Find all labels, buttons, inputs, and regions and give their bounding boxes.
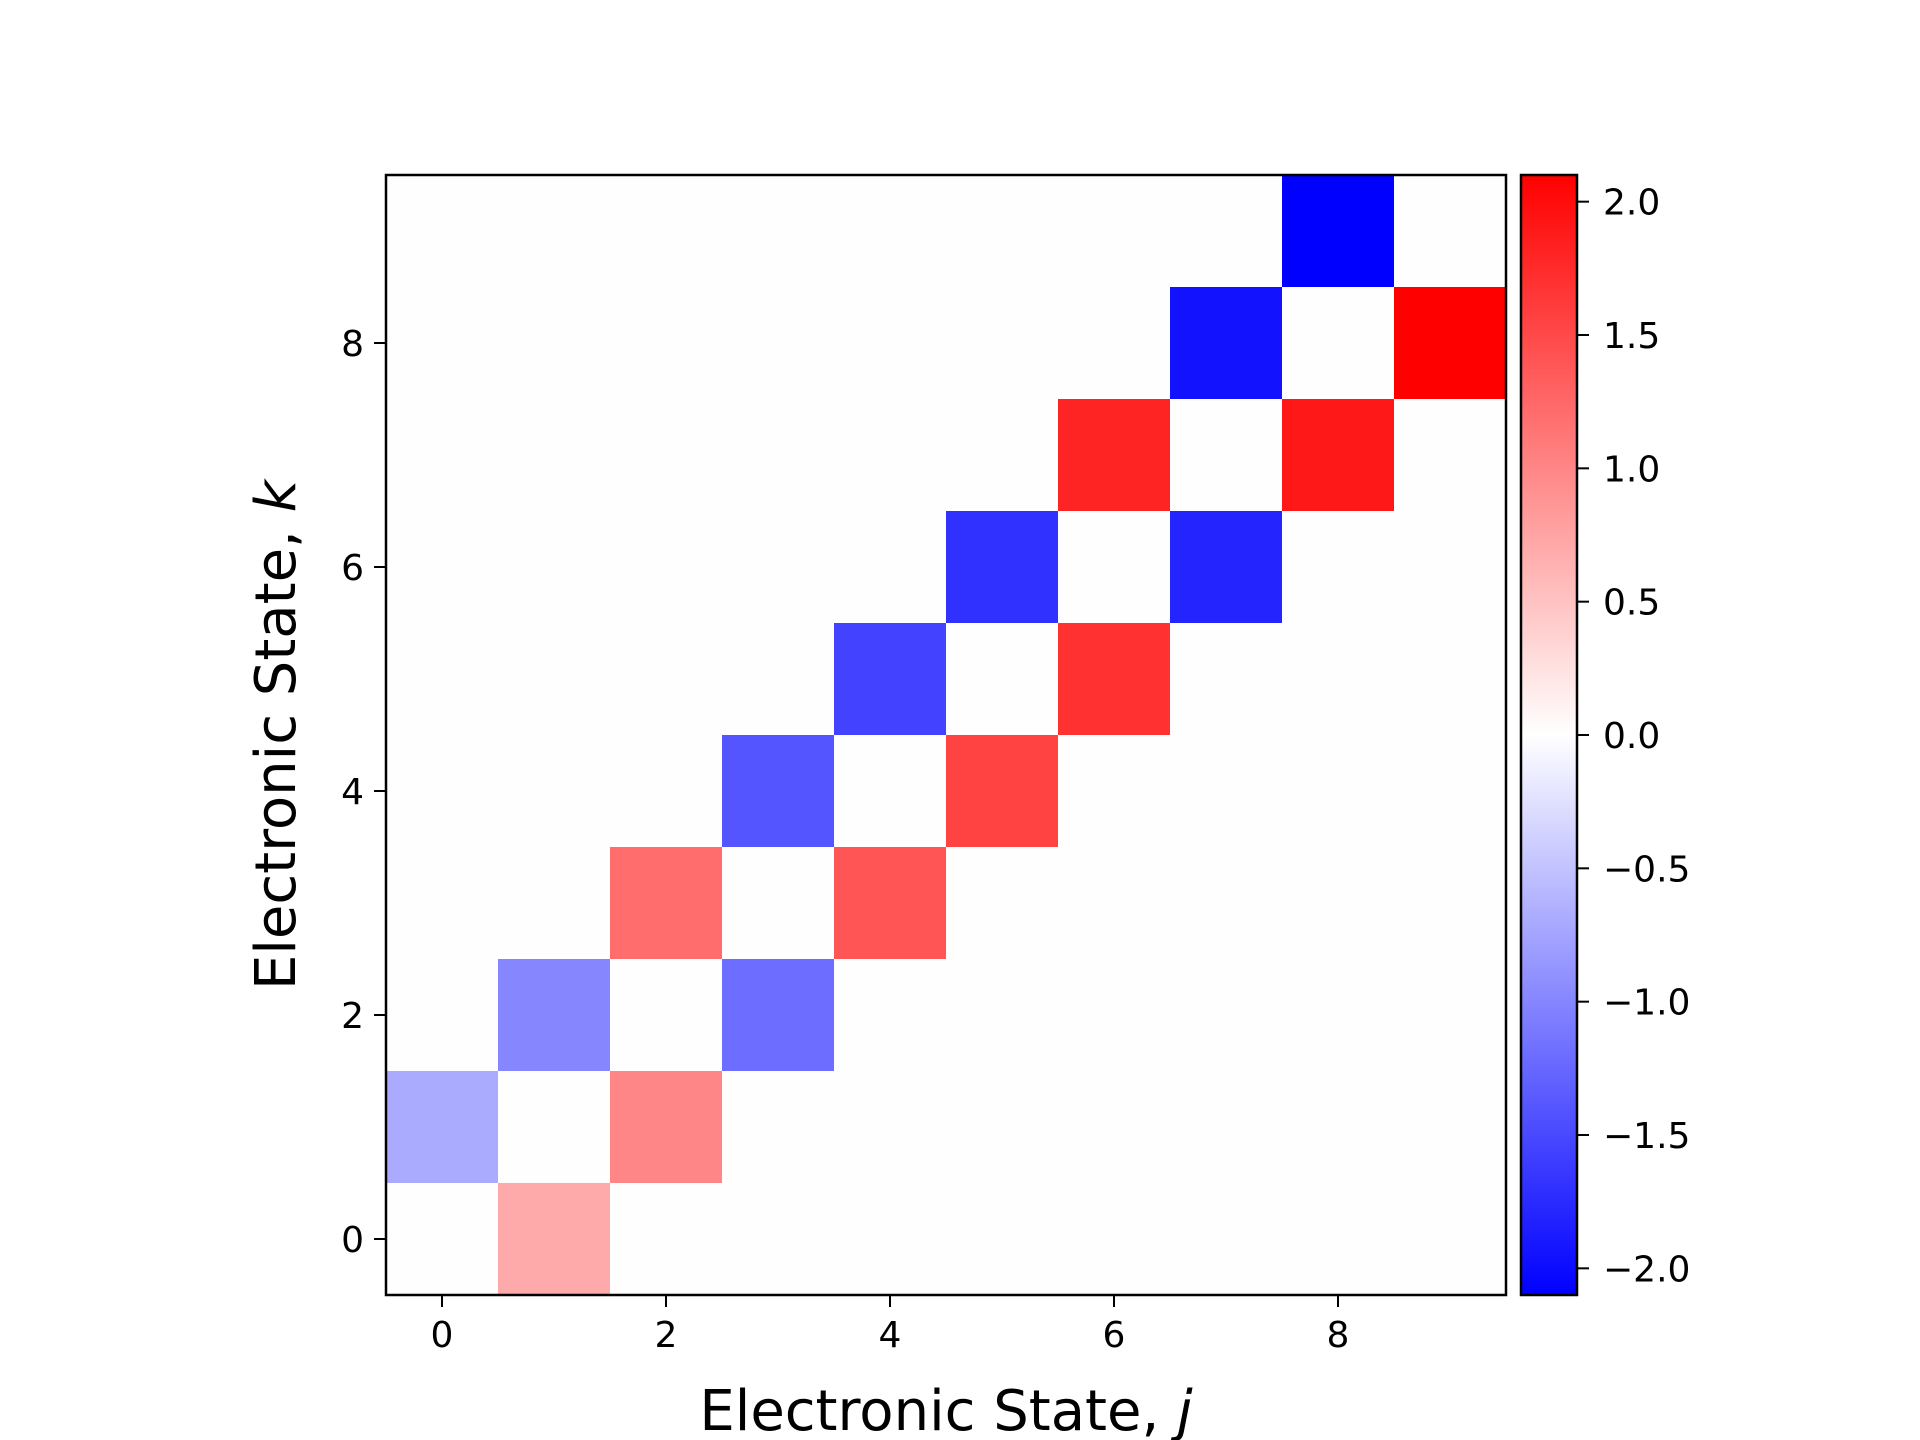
heatmap-cell	[1058, 399, 1170, 511]
y-tick-label: 0	[341, 1220, 364, 1261]
x-tick-label: 0	[431, 1315, 454, 1356]
colorbar-tick-label: −0.5	[1603, 849, 1690, 890]
x-tick-label: 8	[1327, 1315, 1350, 1356]
heatmap-cell	[946, 511, 1058, 623]
heatmap-cell	[610, 1071, 722, 1183]
x-axis-label: Electronic State, j	[699, 1379, 1193, 1440]
colorbar-tick-label: 1.5	[1603, 316, 1660, 357]
heatmap-cell	[498, 1183, 610, 1295]
colorbar-tick-label: 2.0	[1603, 183, 1660, 224]
heatmap-cell	[1058, 623, 1170, 735]
y-axis-label: Electronic State, k	[244, 477, 309, 990]
heatmap-cell	[1282, 175, 1394, 287]
colorbar-tick-label: −1.5	[1603, 1116, 1690, 1157]
heatmap-cell	[834, 847, 946, 959]
heatmap-cell	[1282, 399, 1394, 511]
heatmap-cell	[1170, 511, 1282, 623]
colorbar-ticks: 2.0 1.5 1.0 0.5 0.0 −0.5 −1.0 −1.5 −2.0	[1577, 183, 1690, 1290]
x-tick-label: 6	[1103, 1315, 1126, 1356]
plot-frame	[384, 173, 1508, 1297]
heatmap-cell	[386, 1071, 498, 1183]
heatmap-cell	[610, 847, 722, 959]
y-tick-label: 6	[341, 548, 364, 589]
heatmap-cell	[1394, 287, 1506, 399]
colorbar-tick-label: −1.0	[1603, 983, 1690, 1024]
y-tick-label: 2	[341, 996, 364, 1037]
x-axis-ticks: 0 2 4 6 8	[431, 1295, 1350, 1356]
colorbar-tick-label: 0.5	[1603, 583, 1660, 624]
colorbar-tick-label: 1.0	[1603, 449, 1660, 490]
y-tick-label: 4	[341, 772, 364, 813]
colorbar	[1519, 173, 1579, 1297]
heatmap-cell	[498, 959, 610, 1071]
heatmap-cell	[834, 623, 946, 735]
x-tick-label: 2	[655, 1315, 678, 1356]
heatmap-cell	[722, 959, 834, 1071]
heatmap-cells	[386, 175, 1506, 1295]
heatmap-cell	[722, 735, 834, 847]
y-tick-label: 8	[341, 324, 364, 365]
y-axis-ticks: 0 2 4 6 8	[341, 324, 386, 1261]
colorbar-tick-label: −2.0	[1603, 1249, 1690, 1290]
x-tick-label: 4	[879, 1315, 902, 1356]
colorbar-tick-label: 0.0	[1603, 716, 1660, 757]
heatmap-cell	[946, 735, 1058, 847]
heatmap-cell	[1170, 287, 1282, 399]
